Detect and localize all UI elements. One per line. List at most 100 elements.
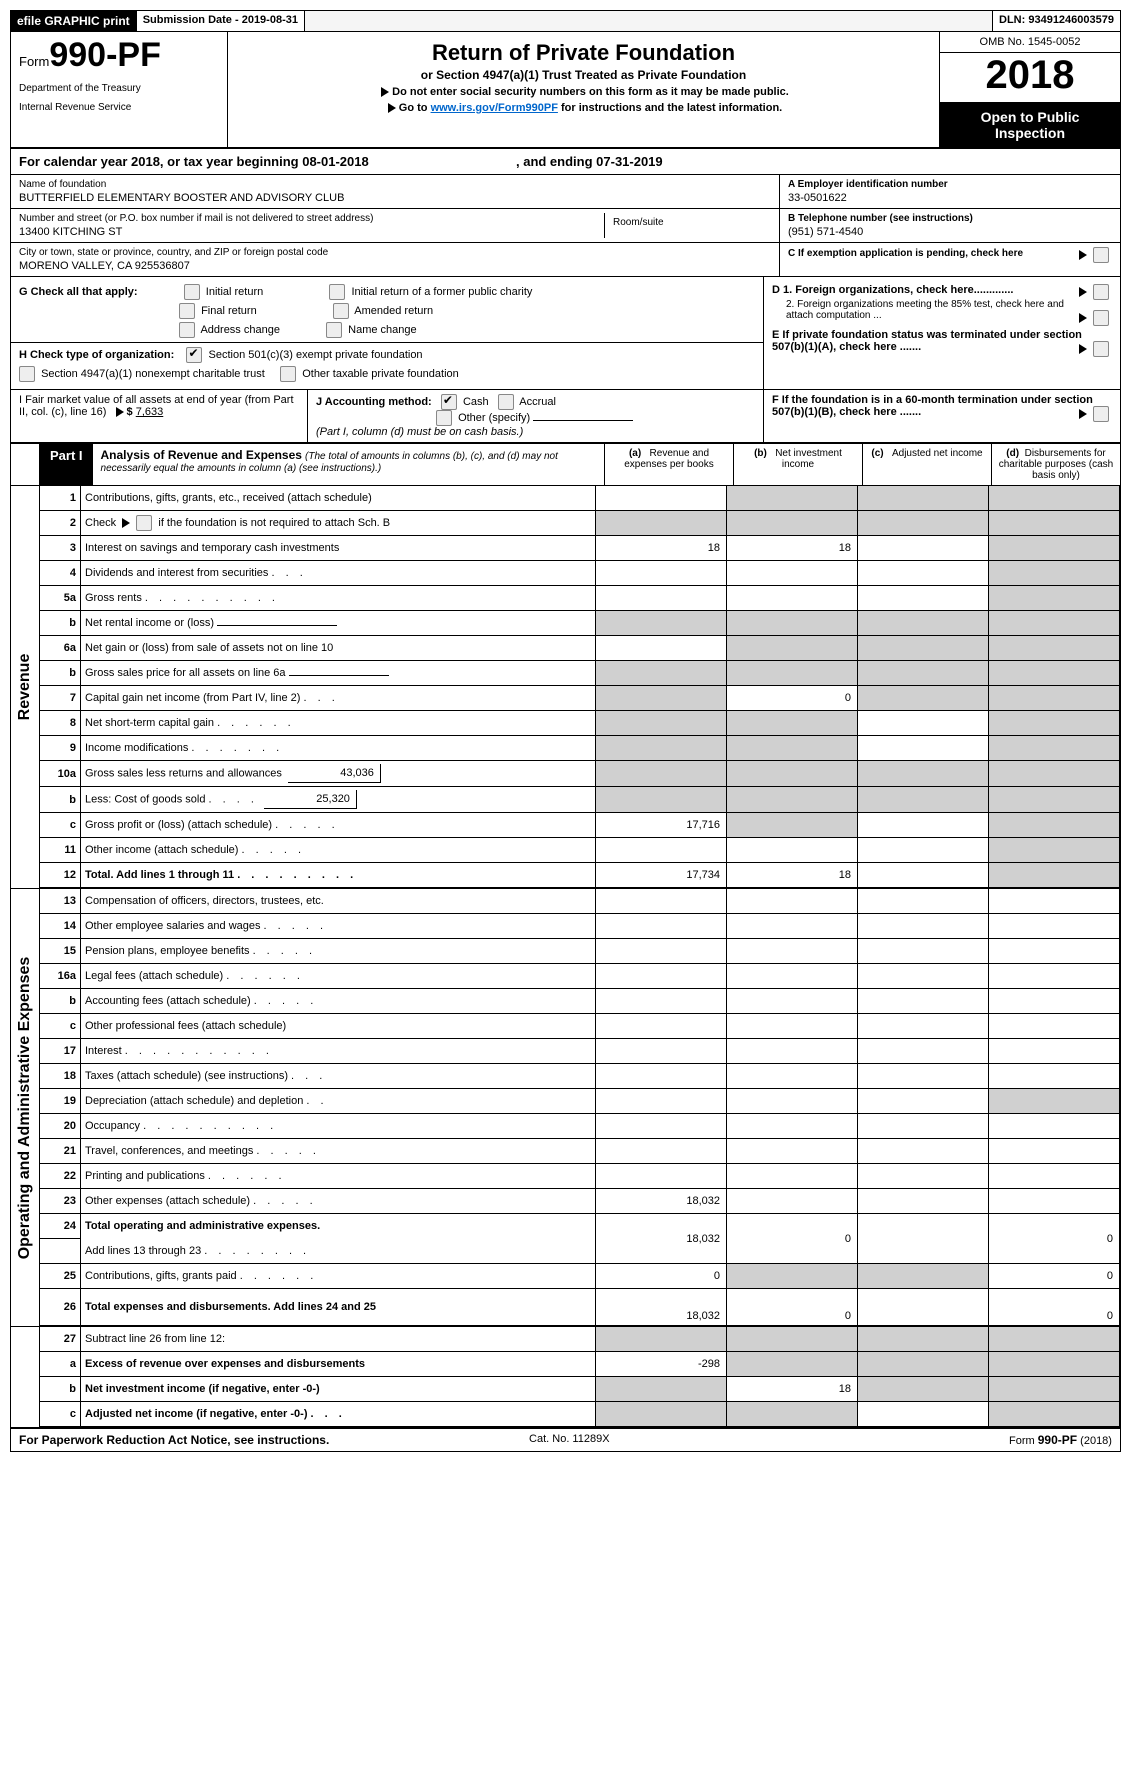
line-16a: Legal fees (attach schedule) . . . . . . (81, 964, 596, 989)
street-address: 13400 KITCHING ST (19, 226, 604, 238)
c-checkbox[interactable] (1093, 247, 1109, 263)
efile-tag: efile GRAPHIC print (11, 11, 137, 31)
line-6a: Net gain or (loss) from sale of assets n… (81, 636, 596, 661)
line-27b: Net investment income (if negative, ente… (81, 1377, 596, 1402)
arrow-icon (122, 518, 130, 528)
line-21: Travel, conferences, and meetings . . . … (81, 1139, 596, 1164)
j-label: J Accounting method: (316, 396, 432, 408)
line-5a: Gross rents . . . . . . . . . . (81, 586, 596, 611)
501c3-checkbox[interactable] (186, 347, 202, 363)
line-23: Other expenses (attach schedule) . . . .… (81, 1189, 596, 1214)
spacer (305, 11, 993, 31)
amended-return-checkbox[interactable] (333, 303, 349, 319)
revenue-section: Revenue 1Contributions, gifts, grants, e… (11, 486, 1120, 889)
entity-block: Name of foundation BUTTERFIELD ELEMENTAR… (11, 175, 1120, 277)
line-8: Net short-term capital gain . . . . . . (81, 711, 596, 736)
city-state-zip: MORENO VALLEY, CA 925536807 (19, 260, 771, 272)
c-label: C If exemption application is pending, c… (788, 248, 1023, 259)
omb-number: OMB No. 1545-0052 (940, 32, 1120, 53)
top-bar: efile GRAPHIC print Submission Date - 20… (11, 11, 1120, 32)
line-6b: Gross sales price for all assets on line… (81, 661, 596, 686)
line-3: Interest on savings and temporary cash i… (81, 536, 596, 561)
part1-tag: Part I (40, 444, 93, 485)
accrual-checkbox[interactable] (498, 394, 514, 410)
line-5b: Net rental income or (loss) (81, 611, 596, 636)
ein-label: A Employer identification number (788, 179, 1112, 190)
j-note: (Part I, column (d) must be on cash basi… (316, 426, 523, 438)
other-method-checkbox[interactable] (436, 410, 452, 426)
f-label: F If the foundation is in a 60-month ter… (772, 394, 1093, 418)
line-27c: Adjusted net income (if negative, enter … (81, 1402, 596, 1427)
line-7: Capital gain net income (from Part IV, l… (81, 686, 596, 711)
form-number: Form990-PF (19, 36, 219, 75)
cash-checkbox[interactable] (441, 394, 457, 410)
line-19: Depreciation (attach schedule) and deple… (81, 1089, 596, 1114)
d2-checkbox[interactable] (1093, 310, 1109, 326)
arrow-icon (1079, 250, 1087, 260)
goto-line: Go to www.irs.gov/Form990PF for instruct… (234, 102, 933, 114)
d1-checkbox[interactable] (1093, 284, 1109, 300)
arrow-icon (388, 103, 396, 113)
paperwork-notice: For Paperwork Reduction Act Notice, see … (19, 1433, 329, 1447)
other-taxable-checkbox[interactable] (280, 366, 296, 382)
checks-block: G Check all that apply: Initial return I… (11, 277, 1120, 390)
line-10c: Gross profit or (loss) (attach schedule)… (81, 813, 596, 838)
initial-former-checkbox[interactable] (329, 284, 345, 300)
line-22: Printing and publications . . . . . . (81, 1164, 596, 1189)
g-row: G Check all that apply: Initial return I… (19, 284, 755, 300)
fmv-row: I Fair market value of all assets at end… (11, 390, 1120, 444)
line-10b: Less: Cost of goods sold . . . .25,320 (81, 787, 596, 813)
d1-label: D 1. Foreign organizations, check here..… (772, 284, 1013, 296)
phone: (951) 571-4540 (788, 226, 1112, 238)
line-20: Occupancy . . . . . . . . . . (81, 1114, 596, 1139)
f-checkbox[interactable] (1093, 406, 1109, 422)
phone-label: B Telephone number (see instructions) (788, 213, 1112, 224)
line-18: Taxes (attach schedule) (see instruction… (81, 1064, 596, 1089)
e-label: E If private foundation status was termi… (772, 329, 1082, 353)
h-row: H Check type of organization: Section 50… (11, 342, 763, 363)
footer: For Paperwork Reduction Act Notice, see … (11, 1429, 1120, 1451)
arrow-icon (116, 407, 124, 417)
line-1: Contributions, gifts, grants, etc., rece… (81, 486, 596, 511)
irs: Internal Revenue Service (19, 102, 219, 113)
col-d-header: (d) Disbursements for charitable purpose… (991, 444, 1120, 485)
ein: 33-0501622 (788, 192, 1112, 204)
form-title: Return of Private Foundation (234, 40, 933, 66)
name-change-checkbox[interactable] (326, 322, 342, 338)
ssn-warning: Do not enter social security numbers on … (234, 86, 933, 98)
line-14: Other employee salaries and wages . . . … (81, 914, 596, 939)
expenses-label: Operating and Administrative Expenses (16, 956, 34, 1259)
arrow-icon (381, 87, 389, 97)
line-15: Pension plans, employee benefits . . . .… (81, 939, 596, 964)
form-subtitle: or Section 4947(a)(1) Trust Treated as P… (234, 68, 933, 82)
irs-link[interactable]: www.irs.gov/Form990PF (431, 102, 558, 114)
col-a-header: (a) Revenue and expenses per books (605, 444, 733, 485)
line-27a: Excess of revenue over expenses and disb… (81, 1352, 596, 1377)
line-27: Subtract line 26 from line 12: (81, 1327, 596, 1352)
arrow-icon (1079, 313, 1087, 323)
4947-checkbox[interactable] (19, 366, 35, 382)
e-checkbox[interactable] (1093, 341, 1109, 357)
cat-no: Cat. No. 11289X (529, 1433, 610, 1447)
line-13: Compensation of officers, directors, tru… (81, 889, 596, 914)
line-26: Total expenses and disbursements. Add li… (81, 1289, 596, 1326)
room-label: Room/suite (613, 217, 763, 228)
open-inspection: Open to Public Inspection (940, 103, 1120, 147)
form-990pf: efile GRAPHIC print Submission Date - 20… (10, 10, 1121, 1452)
arrow-icon (1079, 409, 1087, 419)
address-change-checkbox[interactable] (179, 322, 195, 338)
line-25: Contributions, gifts, grants paid . . . … (81, 1264, 596, 1289)
final-return-checkbox[interactable] (179, 303, 195, 319)
city-label: City or town, state or province, country… (19, 247, 771, 258)
net-section: 27Subtract line 26 from line 12: aExcess… (11, 1327, 1120, 1429)
line-9: Income modifications . . . . . . . (81, 736, 596, 761)
line-16c: Other professional fees (attach schedule… (81, 1014, 596, 1039)
name-label: Name of foundation (19, 179, 771, 190)
line-12: Total. Add lines 1 through 11 . . . . . … (81, 863, 596, 888)
initial-return-checkbox[interactable] (184, 284, 200, 300)
line-24: Total operating and administrative expen… (81, 1214, 596, 1239)
d2-label: 2. Foreign organizations meeting the 85%… (786, 299, 1064, 321)
arrow-icon (1079, 344, 1087, 354)
header: Form990-PF Department of the Treasury In… (11, 32, 1120, 149)
schb-checkbox[interactable] (136, 515, 152, 531)
